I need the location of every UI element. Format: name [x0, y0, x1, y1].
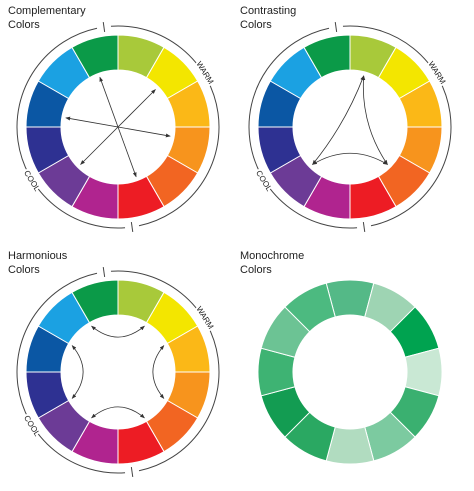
divider-tick: [130, 221, 134, 233]
contrast-arrow: [361, 75, 388, 165]
divider-tick: [130, 466, 134, 478]
complement-arrow: [99, 76, 137, 178]
harmony-arrow: [71, 345, 84, 399]
warm-arc: [342, 25, 452, 227]
divider-tick: [362, 221, 366, 233]
harmony-arrow: [91, 325, 145, 338]
wheel-title: Colors: [240, 19, 272, 31]
wheel-segment: [284, 282, 336, 333]
contrast-arrow: [312, 152, 388, 165]
harmony-arrow: [91, 406, 145, 419]
wheel-segment: [71, 279, 119, 324]
wheel-segment: [303, 34, 351, 79]
cool-arc: [248, 27, 358, 229]
wheel: Monochrome Colors: [240, 250, 443, 465]
divider-tick: [102, 21, 106, 33]
harmony-arrow: [152, 345, 165, 399]
divider-tick: [102, 266, 106, 278]
wheel-title: Colors: [240, 264, 272, 276]
warm-arc: [110, 25, 220, 227]
wheel-title: Contrasting: [240, 5, 296, 17]
wheel-title: Colors: [8, 19, 40, 31]
wheel-segment: [71, 34, 119, 79]
divider-tick: [334, 21, 338, 33]
wheel-title: Colors: [8, 264, 40, 276]
cool-arc: [16, 272, 126, 474]
wheel-title: Monochrome: [240, 250, 304, 262]
wheel-title: Complementary: [8, 5, 86, 17]
wheel-title: Harmonious: [8, 250, 68, 262]
warm-arc: [110, 270, 220, 472]
contrast-arrow: [312, 75, 365, 165]
cool-arc: [16, 27, 126, 229]
